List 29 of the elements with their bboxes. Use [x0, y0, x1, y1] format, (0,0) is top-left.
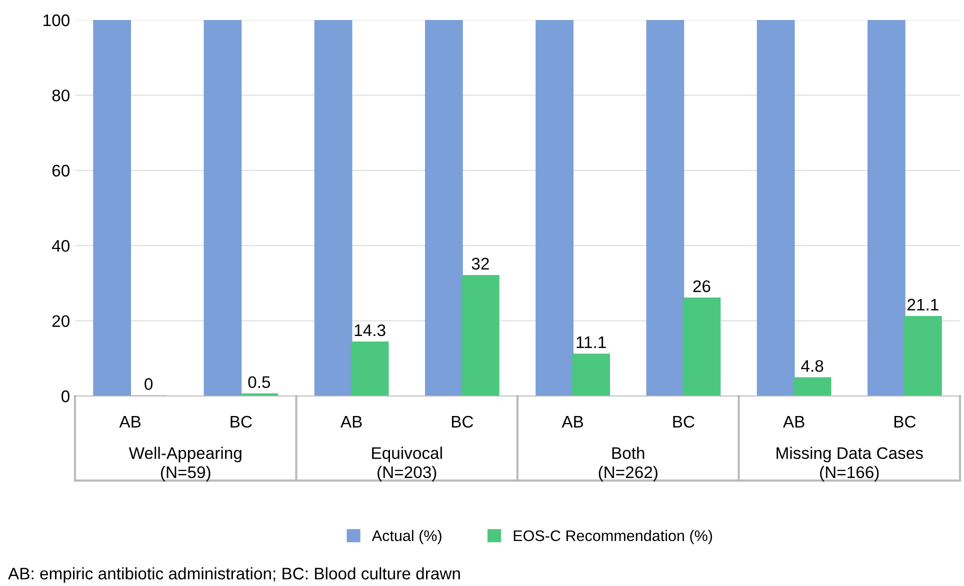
x-tick-label: BC	[673, 416, 694, 428]
y-tick-label: 40	[52, 240, 70, 252]
x-tick-label: AB	[562, 416, 584, 428]
text: AB: empiric antibiotic administration; BC: Blood culture drawn	[8, 567, 460, 583]
legend-label: EOS-C Recommendation (%)	[514, 530, 712, 544]
y-tick-label: 60	[52, 164, 70, 177]
x-tick-label: BC	[452, 416, 474, 428]
data-label: 21.1	[908, 298, 938, 310]
x-tick-label: BC	[230, 416, 252, 428]
legend-label: Actual (%)	[372, 530, 442, 544]
text: Well-Appearing (N=59)	[128, 446, 242, 482]
text: Missing Data Cases (N=166)	[776, 446, 923, 482]
data-label: 14.3	[354, 324, 386, 336]
y-tick-label: 80	[52, 90, 70, 102]
data-label: 11.1	[576, 336, 606, 348]
data-label: 4.8	[801, 360, 824, 372]
data-label: 32	[472, 258, 489, 270]
data-label: 0.5	[248, 376, 270, 388]
x-tick-label: AB	[782, 416, 804, 428]
x-tick-label: AB	[119, 416, 141, 428]
x-tick-label: AB	[340, 416, 362, 428]
data-label: 0	[144, 378, 153, 390]
y-tick-label: 100	[44, 14, 70, 26]
x-tick-label: BC	[894, 416, 916, 428]
text: Both (N=262)	[598, 446, 658, 482]
y-tick-label: 0	[62, 390, 70, 402]
text: Equivocal (N=203)	[372, 446, 442, 482]
data-label: 26	[693, 280, 710, 292]
y-tick-label: 20	[52, 315, 70, 328]
